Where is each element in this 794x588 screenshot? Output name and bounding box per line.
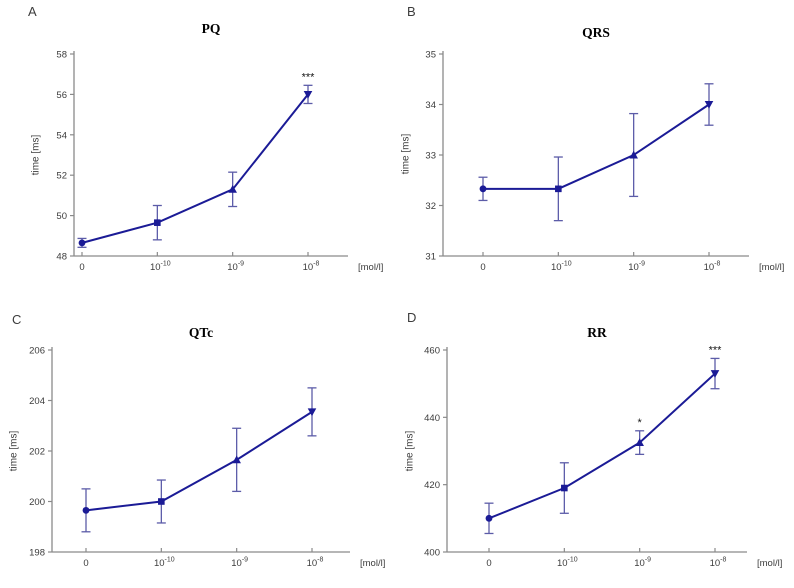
svg-text:[mol/l]: [mol/l] — [360, 558, 385, 569]
svg-text:440: 440 — [424, 413, 440, 424]
panel-b-qrs: B QRS time [ms] 31 32 33 34 35 0 10-10 10-9 10-8… — [397, 0, 794, 294]
svg-text:10-10: 10-10 — [150, 261, 171, 274]
svg-text:31: 31 — [425, 252, 436, 263]
svg-text:***: *** — [709, 344, 723, 356]
chart-title-pq: PQ — [201, 21, 221, 36]
chart-title-rr: RR — [587, 325, 607, 340]
svg-text:[mol/l]: [mol/l] — [757, 558, 782, 569]
svg-text:204: 204 — [29, 396, 45, 407]
svg-text:10-10: 10-10 — [557, 557, 578, 570]
svg-text:0: 0 — [486, 558, 491, 569]
panel-c-qtc: C QTc time [ms] 198 200 202 204 206 0 10-10 10-… — [0, 294, 397, 588]
svg-text:206: 206 — [29, 346, 45, 357]
svg-text:58: 58 — [56, 50, 67, 61]
svg-text:[mol/l]: [mol/l] — [759, 262, 784, 273]
svg-text:10-9: 10-9 — [634, 557, 651, 570]
svg-text:33: 33 — [425, 151, 436, 162]
svg-text:10-10: 10-10 — [551, 261, 572, 274]
panel-letter-d: D — [407, 310, 417, 325]
panel-a-pq: A PQ time [ms] 48 50 52 54 56 58 0 10-10 10-9 10-… — [0, 0, 397, 294]
svg-text:[mol/l]: [mol/l] — [358, 262, 383, 273]
svg-text:*: * — [638, 417, 643, 429]
svg-text:48: 48 — [56, 252, 67, 263]
svg-text:420: 420 — [424, 480, 440, 491]
qtc-line-chart: 198 200 202 204 206 0 10-10 10-9 10-8 [mol/l] — [29, 346, 385, 570]
svg-text:10-9: 10-9 — [227, 261, 244, 274]
svg-text:10-8: 10-8 — [303, 261, 320, 274]
svg-text:10-8: 10-8 — [704, 261, 721, 274]
panel-letter-b: B — [407, 4, 416, 19]
svg-text:35: 35 — [425, 50, 436, 61]
svg-text:52: 52 — [56, 171, 67, 182]
svg-text:54: 54 — [56, 130, 67, 141]
panel-letter-a: A — [28, 4, 37, 19]
svg-text:200: 200 — [29, 497, 45, 508]
svg-text:0: 0 — [79, 262, 84, 273]
chart-title-qtc: QTc — [188, 325, 214, 340]
chart-title-qrs: QRS — [582, 25, 610, 40]
panel-d-rr: D RR time [ms] 400 420 440 460 0 10-10 10-9 10-… — [397, 294, 794, 588]
svg-text:32: 32 — [425, 201, 436, 212]
svg-text:10-8: 10-8 — [307, 557, 324, 570]
svg-text:***: *** — [302, 71, 316, 83]
svg-text:198: 198 — [29, 548, 45, 559]
svg-text:400: 400 — [424, 548, 440, 559]
svg-text:202: 202 — [29, 447, 45, 458]
svg-text:0: 0 — [83, 558, 88, 569]
svg-text:56: 56 — [56, 90, 67, 101]
svg-text:50: 50 — [56, 211, 67, 222]
svg-text:10-9: 10-9 — [628, 261, 645, 274]
panel-letter-c: C — [12, 312, 22, 327]
svg-text:34: 34 — [425, 100, 436, 111]
svg-text:460: 460 — [424, 346, 440, 357]
pq-line-chart: 48 50 52 54 56 58 0 10-10 10-9 10-8 [mol/l] *** — [56, 50, 383, 274]
svg-text:0: 0 — [480, 262, 485, 273]
svg-text:10-10: 10-10 — [154, 557, 175, 570]
svg-text:10-8: 10-8 — [710, 557, 727, 570]
svg-text:10-9: 10-9 — [231, 557, 248, 570]
qrs-line-chart: 31 32 33 34 35 0 10-10 10-9 10-8 [mol/l] — [425, 50, 784, 274]
